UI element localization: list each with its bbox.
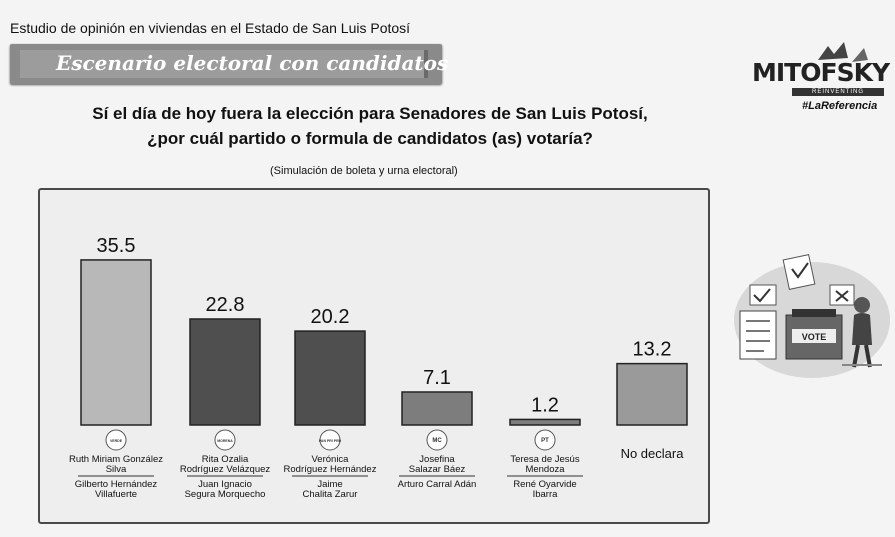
bar-0 <box>80 259 152 426</box>
logo-wordmark: MITOFSKY <box>752 58 890 87</box>
candidate-name: Verónica <box>312 454 350 465</box>
bar-value-label: 20.2 <box>311 306 350 328</box>
party-mark: MORENA <box>217 439 233 443</box>
bar-1 <box>189 318 261 426</box>
candidate-name: Silva <box>106 464 127 475</box>
bar-2 <box>294 330 366 426</box>
morena-logo-icon: MORENA <box>214 429 236 451</box>
candidate-name: Juan Ignacio <box>198 479 252 490</box>
ballot-box-icon: VOTE <box>734 254 890 378</box>
candidate-name: René Oyarvide <box>513 479 576 490</box>
mc-logo-icon: MC <box>426 429 448 451</box>
bar-4 <box>509 418 581 426</box>
candidate-name: Arturo Carral Adán <box>398 479 477 490</box>
candidate-name: Rodríguez Hernández <box>284 464 377 475</box>
candidate-name: Jaime <box>317 479 342 490</box>
candidate-name: Josefina <box>419 454 455 465</box>
vote-text: VOTE <box>802 332 827 342</box>
party-mark: MC <box>432 438 442 444</box>
voting-illustration: VOTE <box>730 245 890 380</box>
bar-value-label: 13.2 <box>633 339 672 361</box>
logo-hashtag: #LaReferencia <box>802 100 878 112</box>
pan-pri-prd-logos-icon: PAN PRI PRD <box>319 429 342 451</box>
section-banner: Escenario electoral con candidatos <box>10 44 448 84</box>
bar-3 <box>401 391 473 426</box>
candidate-name: Rita Ozalia <box>202 454 249 465</box>
candidate-name: Villafuerte <box>95 489 137 500</box>
bar-value-label: 7.1 <box>423 367 451 389</box>
survey-title: Estudio de opinión en viviendas en el Es… <box>10 20 411 36</box>
mitofsky-logo: MITOFSKY REINVENTING RESEARCH #LaReferen… <box>748 40 890 118</box>
candidate-name: No declara <box>621 446 685 461</box>
question-line-1: Sí el día de hoy fuera la elección para … <box>92 104 648 123</box>
question-line-2: ¿por cuál partido o formula de candidato… <box>147 129 593 148</box>
simulation-note: (Simulación de boleta y urna electoral) <box>270 165 458 177</box>
candidate-name: Rodríguez Velázquez <box>180 464 271 475</box>
banner-title: Escenario electoral con candidatos <box>56 51 449 75</box>
bar-value-label: 1.2 <box>531 394 559 416</box>
bar-value-label: 22.8 <box>206 294 245 316</box>
party-mark: VERDE <box>110 439 123 443</box>
candidate-name: Ibarra <box>533 489 559 500</box>
bar-5 <box>616 362 688 426</box>
bar-value-label: 35.5 <box>97 235 136 257</box>
candidate-name: Chalita Zarur <box>303 489 358 500</box>
candidate-name: Salazar Báez <box>409 464 466 475</box>
candidate-name: Gilberto Hernández <box>75 479 158 490</box>
candidate-name: Teresa de Jesús <box>510 454 579 465</box>
candidate-name: Ruth Miriam González <box>69 454 163 465</box>
logo-tagline: REINVENTING RESEARCH <box>792 88 884 103</box>
logo-emblem-icon <box>818 42 868 62</box>
candidate-name: Segura Morquecho <box>185 489 266 500</box>
party-mark: PAN PRI PRD <box>319 439 342 443</box>
pt-logo-icon: PT <box>534 429 556 451</box>
verde-logo-icon: VERDE <box>105 429 127 451</box>
party-mark: PT <box>541 438 549 444</box>
candidate-name: Mendoza <box>525 464 565 475</box>
